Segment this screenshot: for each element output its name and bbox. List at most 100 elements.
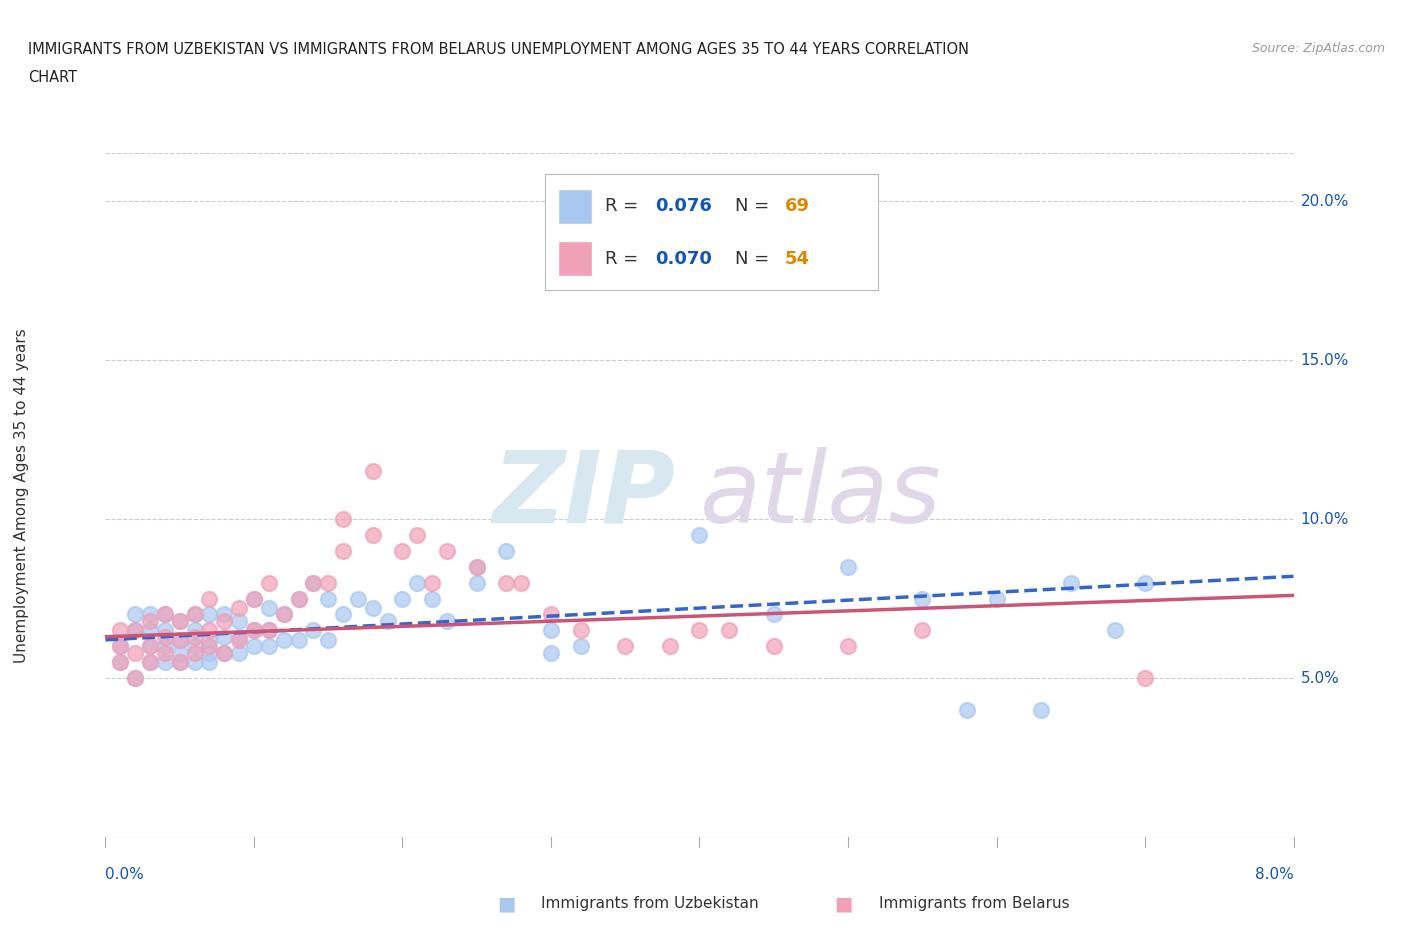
Point [377,614,399,629]
Point [1104,623,1126,638]
Point [316,576,339,591]
Point [287,632,309,647]
Point [837,639,859,654]
Point [569,623,592,638]
Text: Unemployment Among Ages 35 to 44 years: Unemployment Among Ages 35 to 44 years [14,328,28,662]
Point [316,591,339,606]
Text: 10.0%: 10.0% [1301,512,1348,526]
Point [332,512,354,526]
Text: 54: 54 [785,250,810,268]
Text: 0.070: 0.070 [655,250,711,268]
Point [139,655,162,670]
Point [110,639,132,654]
Point [689,623,711,638]
Text: ZIP: ZIP [492,446,676,544]
Point [124,623,146,638]
Point [302,623,325,638]
Point [911,591,934,606]
Point [243,623,266,638]
Point [214,645,236,660]
Point [169,632,191,647]
Text: ■: ■ [496,895,516,913]
Text: R =: R = [605,250,644,268]
Text: 15.0%: 15.0% [1301,352,1348,367]
Point [228,632,250,647]
Text: Source: ZipAtlas.com: Source: ZipAtlas.com [1251,42,1385,55]
Point [110,655,132,670]
Text: 20.0%: 20.0% [1301,193,1348,208]
Text: Immigrants from Uzbekistan: Immigrants from Uzbekistan [541,897,759,911]
Point [169,614,191,629]
Point [139,607,162,622]
Point [139,623,162,638]
Point [214,630,236,644]
Text: 69: 69 [785,197,810,216]
Point [718,623,741,638]
Text: 0.0%: 0.0% [105,867,145,882]
Text: 5.0%: 5.0% [1301,671,1340,685]
Point [332,543,354,558]
Point [124,645,146,660]
Point [228,630,250,644]
Point [124,607,146,622]
Point [124,671,146,685]
Point [540,623,562,638]
Point [465,576,488,591]
Point [214,614,236,629]
Point [183,645,205,660]
Point [1029,702,1052,717]
Point [689,527,711,542]
Point [124,623,146,638]
Point [762,607,785,622]
Point [183,607,205,622]
Point [228,601,250,616]
Point [257,576,280,591]
Point [214,645,236,660]
Point [110,623,132,638]
Point [169,645,191,660]
Point [183,630,205,644]
Point [540,607,562,622]
Point [153,623,176,638]
Point [495,576,517,591]
Text: ■: ■ [834,895,853,913]
Point [436,543,458,558]
Point [153,607,176,622]
Bar [558,242,592,276]
Point [1133,671,1156,685]
Text: N =: N = [735,197,775,216]
Point [361,601,384,616]
Text: Immigrants from Belarus: Immigrants from Belarus [879,897,1070,911]
Point [287,591,309,606]
Text: R =: R = [605,197,644,216]
Point [243,591,266,606]
Point [986,591,1008,606]
Point [139,639,162,654]
Point [243,639,266,654]
Point [658,639,681,654]
Text: atlas: atlas [700,446,941,544]
Point [257,639,280,654]
Point [124,671,146,685]
Point [569,639,592,654]
Point [169,632,191,647]
Point [183,639,205,654]
Point [465,559,488,574]
Point [273,632,295,647]
Text: N =: N = [735,250,775,268]
Text: IMMIGRANTS FROM UZBEKISTAN VS IMMIGRANTS FROM BELARUS UNEMPLOYMENT AMONG AGES 35: IMMIGRANTS FROM UZBEKISTAN VS IMMIGRANTS… [28,42,969,57]
Point [956,702,979,717]
Point [391,591,413,606]
Point [911,623,934,638]
Point [465,559,488,574]
Point [316,632,339,647]
Point [495,543,517,558]
Point [420,591,443,606]
Point [139,655,162,670]
Point [183,655,205,670]
Point [243,591,266,606]
Point [139,614,162,629]
Point [361,527,384,542]
Point [302,576,325,591]
Point [243,623,266,638]
